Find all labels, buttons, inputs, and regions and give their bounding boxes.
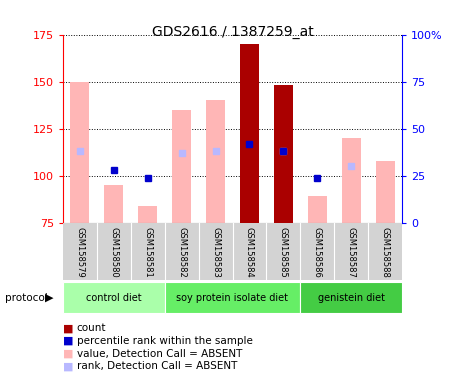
Bar [104, 185, 123, 223]
Text: ■: ■ [63, 349, 73, 359]
Text: genistein diet: genistein diet [318, 293, 385, 303]
Bar [138, 206, 157, 223]
Bar [206, 101, 225, 223]
Text: GSM158583: GSM158583 [211, 227, 220, 278]
Text: ■: ■ [63, 323, 73, 333]
Text: control diet: control diet [86, 293, 141, 303]
Text: GSM158587: GSM158587 [347, 227, 356, 278]
Bar [274, 85, 293, 223]
Text: protocol: protocol [5, 293, 47, 303]
Bar [165, 282, 300, 313]
Bar [274, 85, 293, 223]
Bar [70, 82, 89, 223]
Text: GSM158581: GSM158581 [143, 227, 152, 278]
Bar [308, 196, 327, 223]
Text: GSM158586: GSM158586 [313, 227, 322, 278]
Bar [376, 161, 395, 223]
Text: percentile rank within the sample: percentile rank within the sample [77, 336, 252, 346]
Text: GSM158582: GSM158582 [177, 227, 186, 278]
Text: soy protein isolate diet: soy protein isolate diet [177, 293, 288, 303]
Text: GSM158584: GSM158584 [245, 227, 254, 278]
Text: GSM158579: GSM158579 [75, 227, 84, 278]
Bar [300, 282, 402, 313]
Text: GSM158588: GSM158588 [381, 227, 390, 278]
Text: value, Detection Call = ABSENT: value, Detection Call = ABSENT [77, 349, 242, 359]
Text: GDS2616 / 1387259_at: GDS2616 / 1387259_at [152, 25, 313, 39]
Bar [342, 138, 361, 223]
Text: ■: ■ [63, 336, 73, 346]
Text: GSM158585: GSM158585 [279, 227, 288, 278]
Text: count: count [77, 323, 106, 333]
Text: GSM158580: GSM158580 [109, 227, 118, 278]
Bar [172, 110, 191, 223]
Bar [240, 44, 259, 223]
Text: rank, Detection Call = ABSENT: rank, Detection Call = ABSENT [77, 361, 237, 371]
Text: ■: ■ [63, 361, 73, 371]
Text: ▶: ▶ [45, 293, 53, 303]
Bar [63, 282, 165, 313]
